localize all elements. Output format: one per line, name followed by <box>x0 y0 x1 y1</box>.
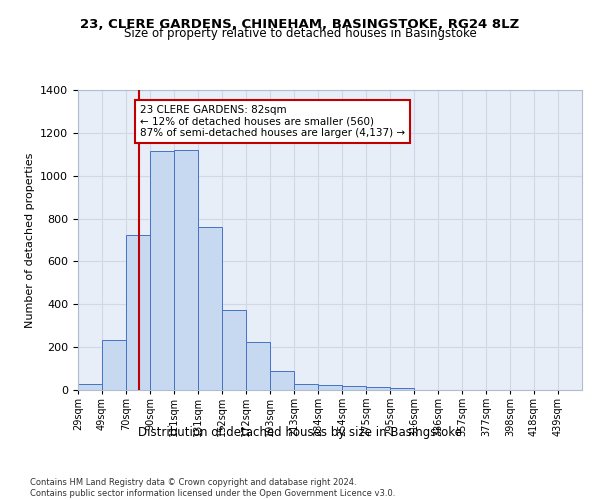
Text: Distribution of detached houses by size in Basingstoke: Distribution of detached houses by size … <box>138 426 462 439</box>
Text: 23 CLERE GARDENS: 82sqm
← 12% of detached houses are smaller (560)
87% of semi-d: 23 CLERE GARDENS: 82sqm ← 12% of detache… <box>140 105 405 138</box>
Bar <box>318 384 342 390</box>
Bar <box>198 227 222 390</box>
Bar <box>174 150 198 390</box>
Bar <box>342 386 366 390</box>
Text: Contains HM Land Registry data © Crown copyright and database right 2024.
Contai: Contains HM Land Registry data © Crown c… <box>30 478 395 498</box>
Bar <box>390 388 414 390</box>
Bar <box>294 384 318 390</box>
Bar <box>222 310 246 390</box>
Text: Size of property relative to detached houses in Basingstoke: Size of property relative to detached ho… <box>124 28 476 40</box>
Bar <box>150 151 174 390</box>
Bar <box>126 234 150 390</box>
Y-axis label: Number of detached properties: Number of detached properties <box>25 152 35 328</box>
Text: 23, CLERE GARDENS, CHINEHAM, BASINGSTOKE, RG24 8LZ: 23, CLERE GARDENS, CHINEHAM, BASINGSTOKE… <box>80 18 520 30</box>
Bar <box>270 370 294 390</box>
Bar <box>102 340 126 390</box>
Bar <box>78 384 102 390</box>
Bar <box>366 387 390 390</box>
Bar <box>246 342 270 390</box>
